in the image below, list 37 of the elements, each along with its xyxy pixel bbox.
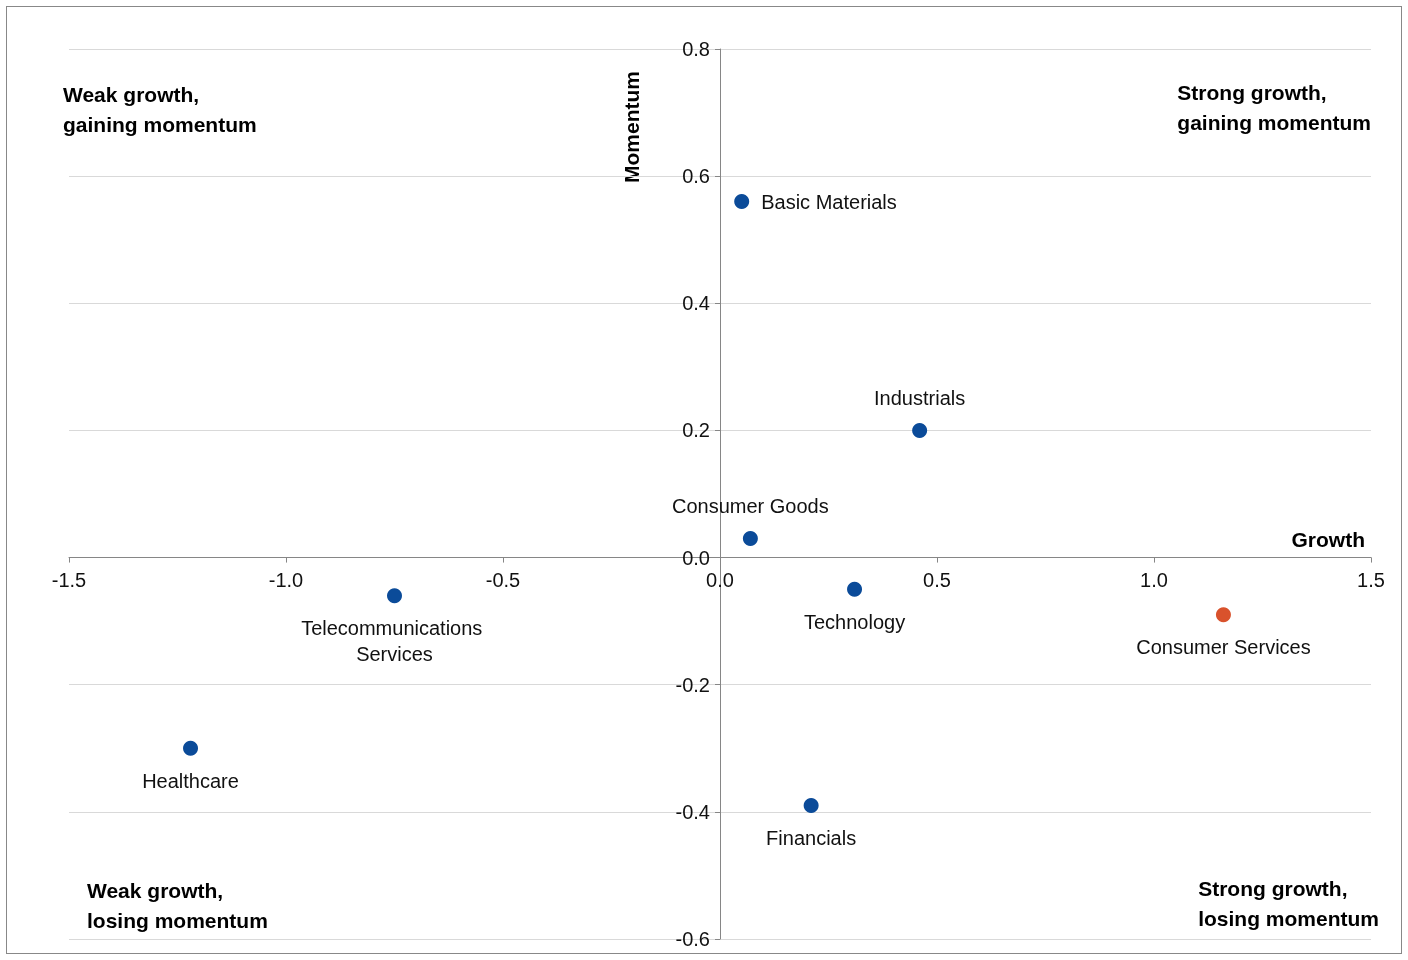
y-tick-label: 0.4 (682, 292, 710, 315)
annotation: Weak growth, losing momentum (87, 878, 268, 932)
annotation: Strong growth, gaining momentum (1177, 80, 1372, 134)
y-tick-label: -0.4 (675, 800, 710, 823)
series-label: Healthcare (142, 769, 239, 792)
y-tick-label: -0.2 (675, 673, 710, 696)
x-tick-label: 0.5 (923, 568, 951, 591)
y-tick-label: 0.2 (682, 419, 710, 442)
x-tick-label: 0.0 (706, 568, 734, 591)
series-label: Consumer Services (1136, 636, 1311, 659)
y-axis-title: Momentum (620, 71, 643, 183)
y-tick-label: 0.8 (682, 38, 710, 60)
series-label: Consumer Goods (672, 495, 829, 517)
x-tick-label: 1.0 (1140, 568, 1168, 591)
point (742, 531, 758, 546)
x-tick-label: -0.5 (485, 568, 521, 591)
y-tick-label: -0.6 (675, 928, 710, 950)
point (734, 194, 750, 210)
y-tick-label: 0.6 (682, 165, 710, 188)
series-label: Technology (803, 610, 906, 633)
point (387, 588, 402, 604)
point (847, 581, 863, 597)
series-label: Basic Materials (761, 190, 897, 213)
annotation: Weak growth, gaining momentum (63, 82, 257, 136)
y-tick-label: 0.0 (682, 546, 710, 569)
series-label: Industrials (874, 386, 966, 409)
x-tick-label: -1.5 (51, 568, 87, 591)
x-tick-label: 1.5 (1357, 568, 1385, 591)
point (803, 798, 819, 813)
x-axis-title: Growth (1291, 528, 1366, 551)
series-label: Telecommunications Services (301, 617, 488, 666)
series-label: Financials (766, 827, 857, 849)
point (183, 740, 199, 756)
x-tick-label: -1.0 (268, 568, 304, 591)
point (912, 422, 928, 438)
annotation: Strong growth, losing momentum (1198, 876, 1380, 930)
point (1215, 607, 1231, 623)
